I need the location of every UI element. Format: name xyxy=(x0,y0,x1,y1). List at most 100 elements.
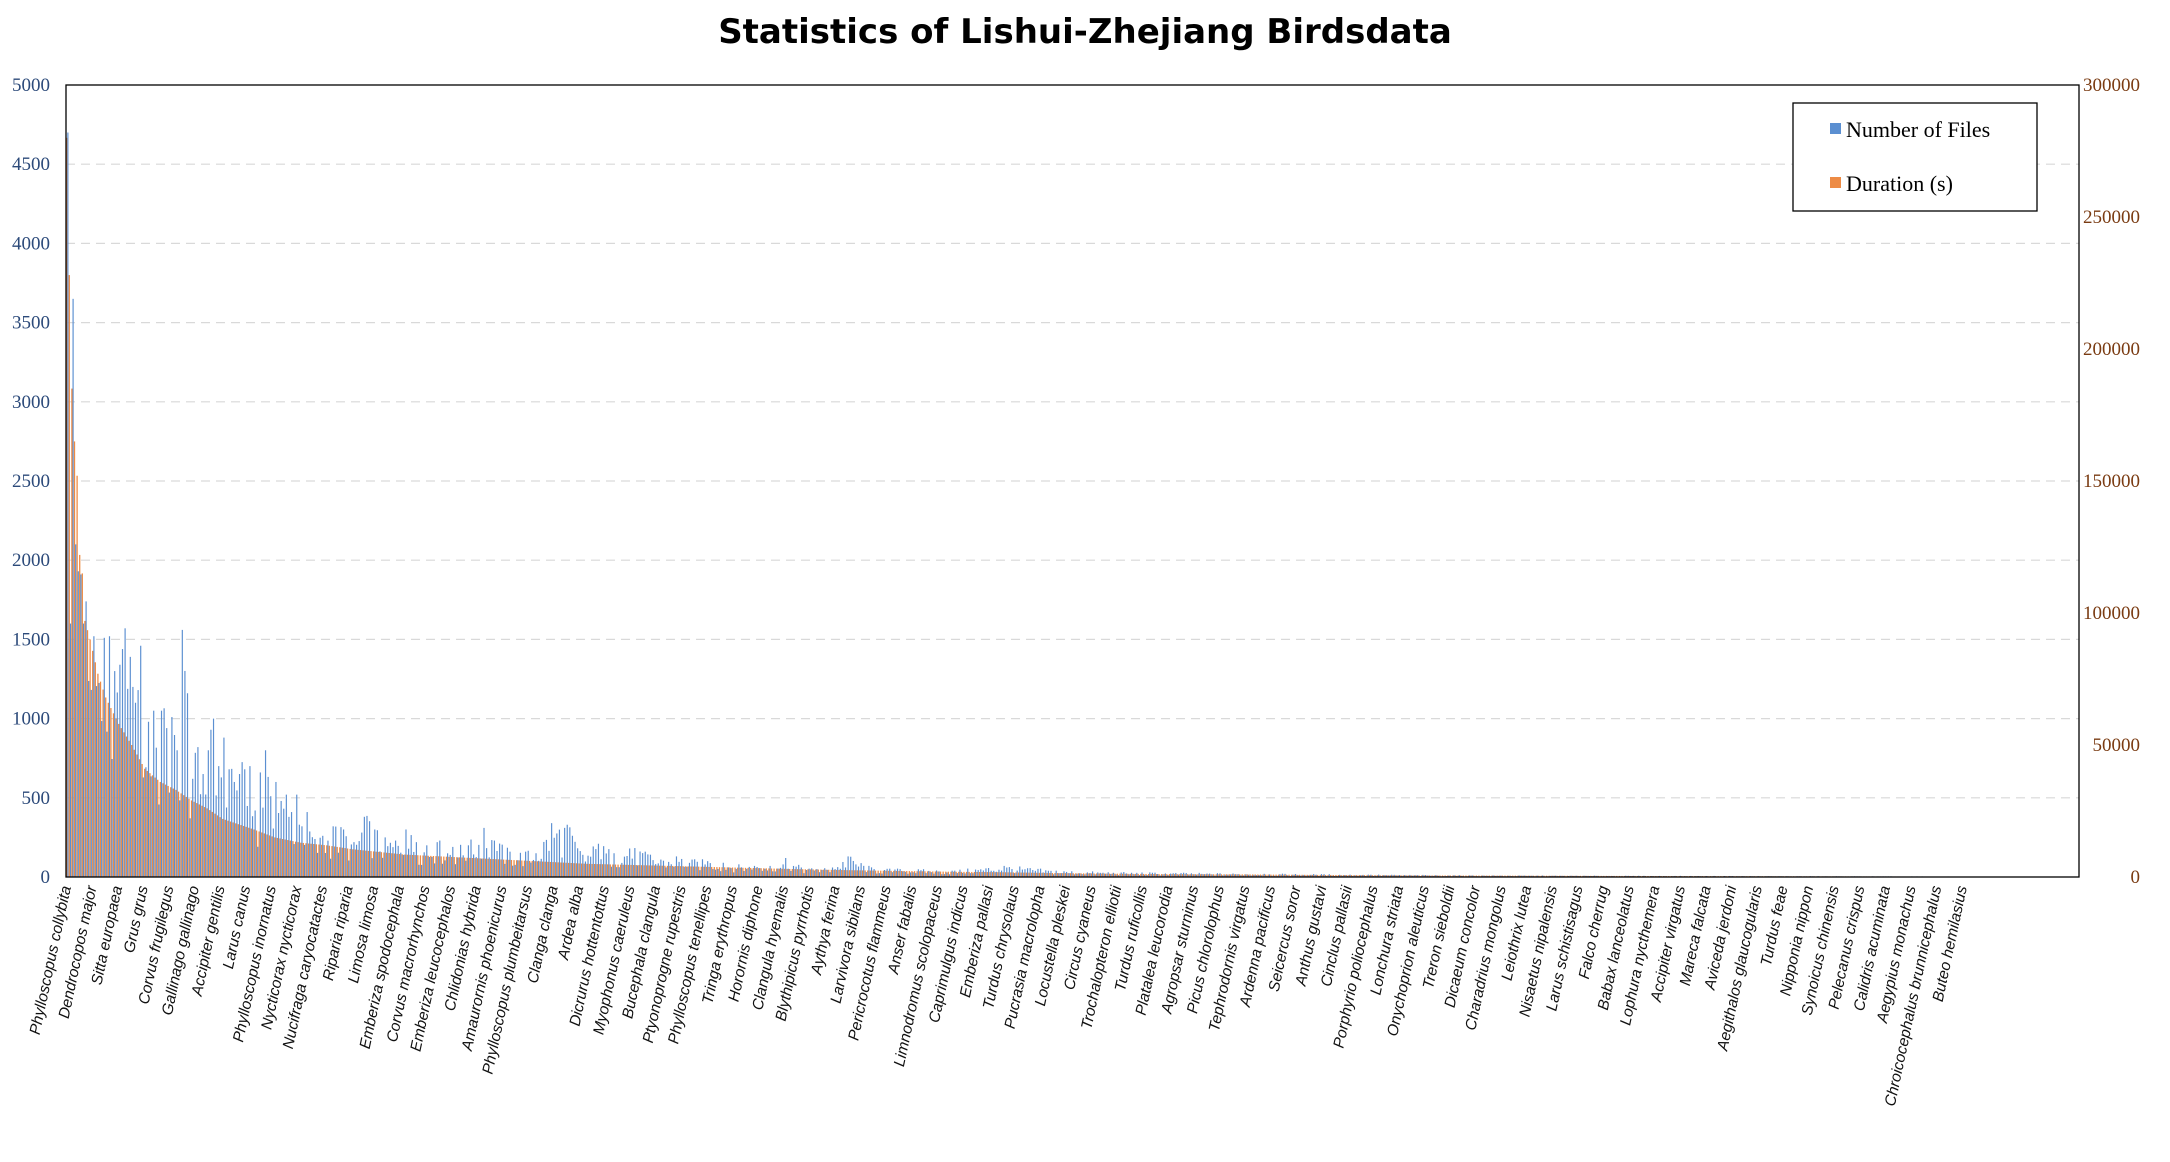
duration-bar xyxy=(180,793,182,877)
files-bar xyxy=(878,873,880,877)
duration-bar xyxy=(991,872,994,877)
files-bar xyxy=(322,835,324,877)
duration-bar xyxy=(955,871,957,877)
files-bar xyxy=(379,851,381,877)
files-bar xyxy=(225,807,228,877)
duration-bar xyxy=(521,860,523,877)
files-bar xyxy=(1123,872,1125,877)
files-bar xyxy=(394,840,397,877)
files-bar xyxy=(655,864,657,877)
duration-bar xyxy=(289,840,292,877)
files-bar xyxy=(1414,875,1416,877)
files-bar xyxy=(857,866,860,877)
files-bar xyxy=(309,831,311,877)
duration-bar xyxy=(188,798,190,877)
duration-bar xyxy=(245,826,247,877)
duration-bar xyxy=(1129,873,1132,877)
files-bar xyxy=(228,769,230,877)
duration-bar xyxy=(1054,873,1056,877)
duration-bar xyxy=(1361,875,1363,877)
files-bar xyxy=(876,873,878,877)
files-bar xyxy=(340,827,342,877)
duration-bar xyxy=(768,868,770,877)
duration-bar xyxy=(175,789,177,877)
files-bar xyxy=(896,868,899,877)
files-bar xyxy=(111,758,113,877)
files-bar xyxy=(280,800,282,877)
files-bar xyxy=(985,868,987,877)
right-tick-label: 250000 xyxy=(2083,207,2140,228)
duration-bar xyxy=(661,865,663,877)
duration-bar xyxy=(1278,874,1280,877)
files-bar xyxy=(493,840,495,877)
duration-bar xyxy=(1288,874,1290,877)
duration-bar xyxy=(690,866,692,877)
files-bar xyxy=(103,637,105,877)
duration-bar xyxy=(1134,873,1137,877)
duration-bar xyxy=(435,856,437,877)
duration-bar xyxy=(752,868,754,877)
files-bar xyxy=(974,869,977,877)
right-tick-label: 0 xyxy=(2131,867,2141,888)
duration-bar xyxy=(1335,874,1337,877)
duration-bar xyxy=(1465,875,1467,877)
duration-bar xyxy=(1064,873,1067,877)
duration-bar xyxy=(445,856,448,877)
duration-bar xyxy=(1317,874,1319,877)
duration-bar xyxy=(1225,874,1228,877)
files-bar xyxy=(1305,875,1307,877)
duration-bar xyxy=(375,851,377,877)
duration-bar xyxy=(1410,875,1412,877)
duration-bar xyxy=(362,850,364,877)
duration-bar xyxy=(747,867,749,877)
files-bar xyxy=(1554,875,1557,877)
files-bar xyxy=(865,872,867,877)
files-bar xyxy=(233,781,235,877)
files-bar xyxy=(990,870,992,877)
duration-bar xyxy=(1436,875,1438,877)
files-bar xyxy=(392,847,394,877)
duration-bar xyxy=(86,630,89,877)
duration-bar xyxy=(1309,874,1311,877)
files-bar xyxy=(600,859,602,877)
files-bar xyxy=(1313,874,1315,877)
duration-bar xyxy=(1241,874,1243,877)
files-bar xyxy=(964,873,966,877)
duration-bar xyxy=(115,718,117,877)
duration-bar xyxy=(469,857,471,877)
duration-bar xyxy=(588,863,591,877)
files-bar xyxy=(350,844,352,877)
files-bar xyxy=(1141,872,1143,877)
duration-bar xyxy=(835,869,838,877)
files-bar xyxy=(647,854,649,877)
files-bar xyxy=(1341,875,1343,877)
files-bar xyxy=(1118,875,1120,877)
duration-bar xyxy=(1147,873,1150,877)
files-bar xyxy=(818,872,821,877)
files-bar xyxy=(389,842,391,877)
duration-bar xyxy=(1142,873,1145,877)
duration-bar xyxy=(877,870,879,877)
duration-bar xyxy=(263,833,266,877)
files-bar xyxy=(808,868,810,877)
duration-bar xyxy=(1421,875,1423,877)
duration-bar xyxy=(385,852,388,877)
files-bar xyxy=(1411,875,1414,877)
duration-bar xyxy=(604,864,606,877)
files-bar xyxy=(1222,875,1224,877)
duration-bar xyxy=(1345,875,1347,877)
duration-bar xyxy=(984,872,986,877)
files-bar xyxy=(735,868,737,877)
duration-bar xyxy=(81,573,83,877)
files-bar xyxy=(886,868,888,877)
files-bar xyxy=(1279,874,1281,877)
duration-bar xyxy=(1080,873,1082,877)
files-bar xyxy=(608,849,610,877)
right-axis: 0 50000 100000 150000 200000 250000 300000 xyxy=(2083,75,2140,888)
duration-bar xyxy=(157,779,159,877)
duration-bar xyxy=(336,846,338,877)
duration-bar xyxy=(934,871,937,877)
duration-bar xyxy=(427,855,429,877)
files-bar xyxy=(1068,873,1070,877)
files-bar xyxy=(1232,873,1234,877)
